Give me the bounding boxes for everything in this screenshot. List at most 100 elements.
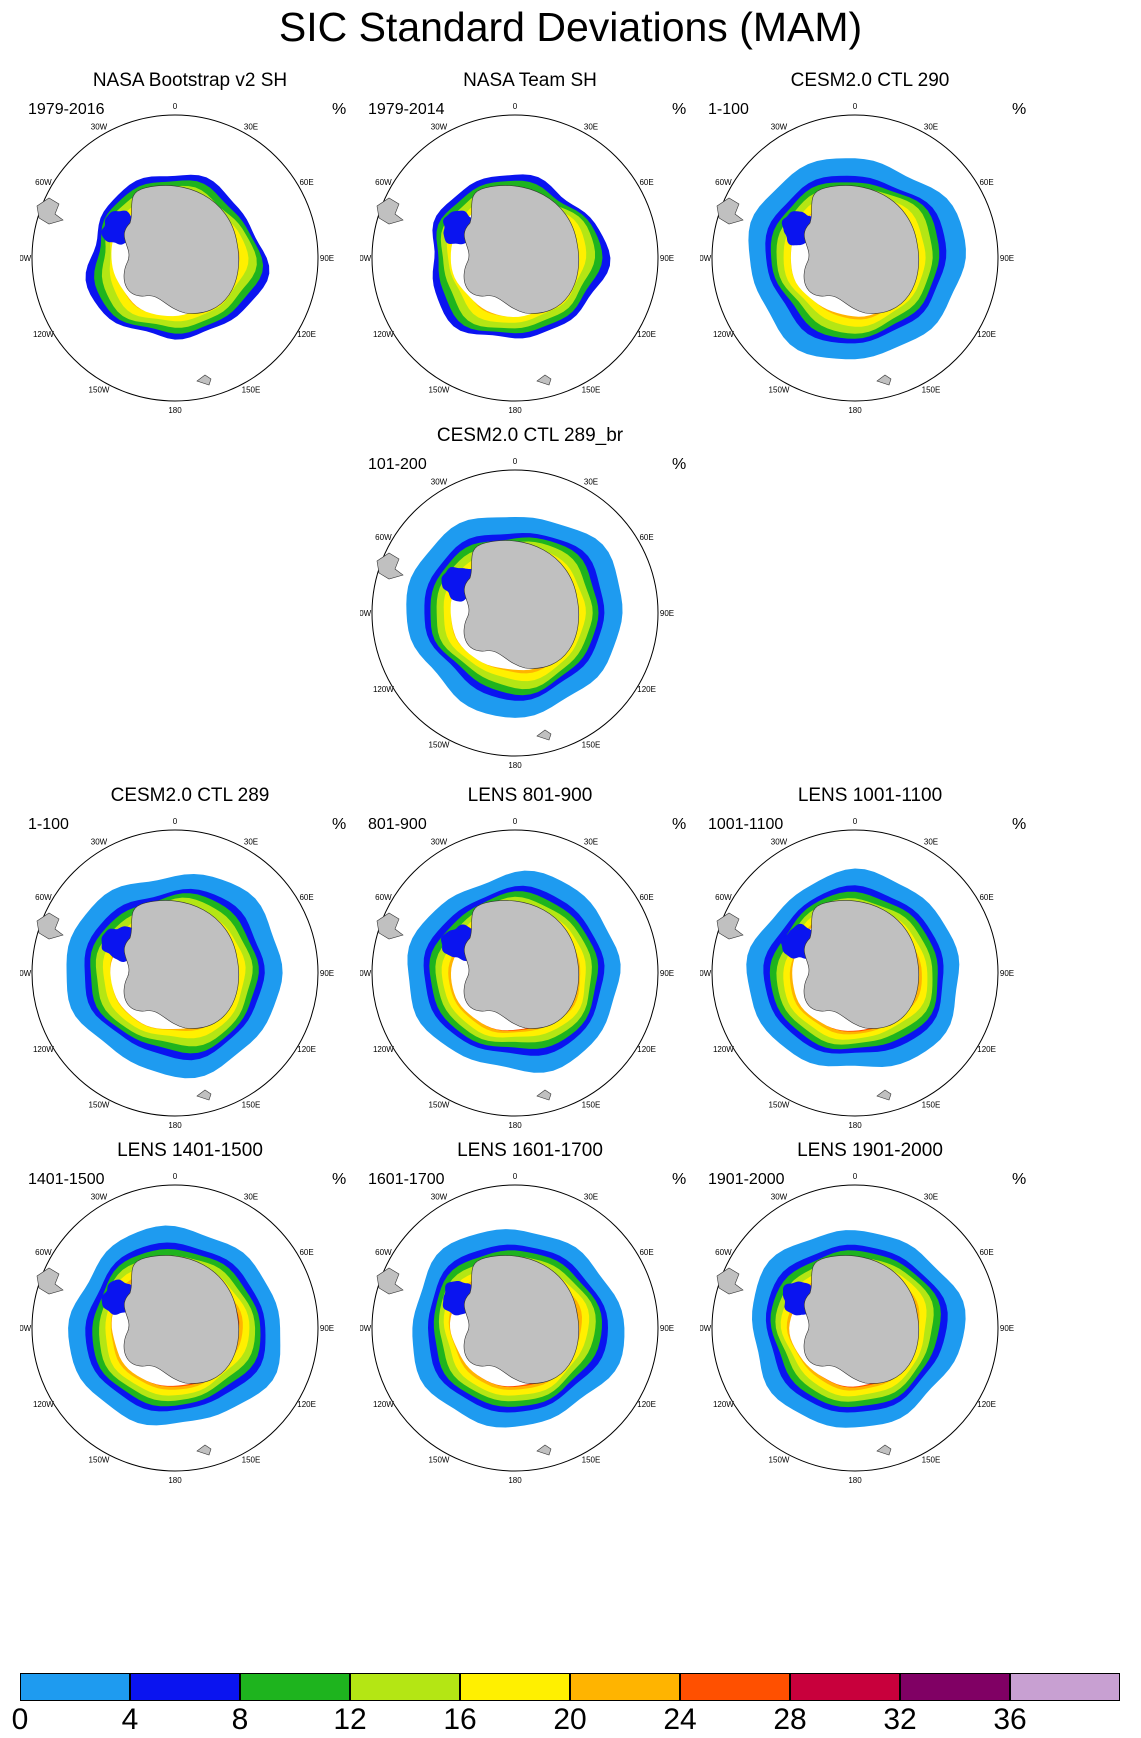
new-zealand-tip [876,1089,892,1101]
longitude-label: 90W [360,254,372,263]
longitude-label: 150W [769,386,790,395]
longitude-label: 90W [20,254,32,263]
longitude-label: 120E [637,685,656,694]
longitude-label: 150E [922,1101,941,1110]
panel-period-label: 801-900 [368,816,427,833]
south-america-tip [36,197,64,225]
longitude-label: 60E [299,178,313,187]
longitude-label: 150E [922,1456,941,1465]
longitude-label: 30W [91,122,108,131]
panel-unit-label: % [332,1171,347,1188]
longitude-label: 30W [91,837,108,846]
new-zealand-tip [196,374,212,386]
longitude-label: 90W [700,969,712,978]
map-panel: 0 30E 60E 90E 120E 150E 180 150W 120W 90W 60W 30W NA… [360,70,700,430]
new-zealand-tip [536,1089,552,1101]
panel-period-label: 1001-1100 [708,816,784,833]
polar-map: 0 30E 60E 90E 120E 150E 180 150W 120W 90W 60W 30W [360,1172,674,1485]
south-america-tip [376,552,404,580]
map-panel: 0 30E 60E 90E 120E 150E 180 150W 120W 90W 60W 30W CE… [20,785,360,1145]
longitude-label: 180 [508,1121,522,1130]
longitude-label: 180 [508,761,522,770]
longitude-label: 120W [373,1400,394,1409]
longitude-label: 30W [91,1192,108,1201]
new-zealand-tip [536,374,552,386]
longitude-label: 90E [1000,1324,1014,1333]
antarctica-landmass [803,185,920,314]
longitude-label: 120W [373,330,394,339]
panel-period-label: 1401-1500 [28,1171,105,1188]
longitude-label: 30E [244,1192,258,1201]
longitude-label: 60E [979,178,993,187]
longitude-label: 150W [769,1456,790,1465]
longitude-label: 60W [35,1248,52,1257]
longitude-label: 120W [33,1045,54,1054]
longitude-label: 120W [33,1400,54,1409]
colorbar-segment [20,1673,130,1701]
longitude-label: 180 [848,406,862,415]
longitude-label: 120E [977,1045,996,1054]
longitude-label: 150E [242,1101,261,1110]
longitude-label: 30W [771,837,788,846]
longitude-label: 0 [513,1172,518,1181]
longitude-label: 30W [771,1192,788,1201]
longitude-label: 0 [513,102,518,111]
new-zealand-tip [196,1089,212,1101]
map-panel: 0 30E 60E 90E 120E 150E 180 150W 120W 90W 60W 30W CE… [700,70,1040,430]
longitude-label: 60W [375,533,392,542]
panel-title: LENS 1001-1100 [797,785,943,806]
polar-map: 0 30E 60E 90E 120E 150E 180 150W 120W 90W 60W 30W [700,102,1014,415]
longitude-label: 120E [297,1045,316,1054]
longitude-label: 120W [713,1045,734,1054]
longitude-label: 90E [660,1324,674,1333]
antarctica-landmass [463,540,580,669]
polar-map: 0 30E 60E 90E 120E 150E 180 150W 120W 90W 60W 30W [360,817,674,1130]
longitude-label: 120W [33,330,54,339]
figure-title: SIC Standard Deviations (MAM) [278,4,863,50]
longitude-label: 90W [700,1324,712,1333]
panel-unit-label: % [1012,816,1027,833]
longitude-label: 90W [360,1324,372,1333]
new-zealand-tip [876,1444,892,1456]
map-panel: 0 30E 60E 90E 120E 150E 180 150W 120W 90W 60W 30W LE… [360,1140,700,1500]
colorbar-segment [900,1673,1010,1701]
panel-title: CESM2.0 CTL 290 [790,70,950,91]
south-america-tip [376,912,404,940]
longitude-label: 90E [320,254,334,263]
antarctica-landmass [803,900,920,1029]
colorbar-tick-labels: 0 4 8 12 16 20 24 28 32 36 [0,1705,1141,1735]
new-zealand-tip [196,1444,212,1456]
colorbar-segment [680,1673,790,1701]
antarctica-landmass [463,185,580,314]
map-panel: 0 30E 60E 90E 120E 150E 180 150W 120W 90W 60W 30W LE… [360,785,700,1145]
south-america-tip [376,197,404,225]
new-zealand-tip [876,374,892,386]
longitude-label: 180 [848,1121,862,1130]
south-america-tip [716,912,744,940]
south-america-tip [716,1267,744,1295]
longitude-label: 90E [660,254,674,263]
longitude-label: 0 [513,457,518,466]
colorbar-tick-label: 24 [663,1703,697,1736]
longitude-label: 150E [582,386,601,395]
longitude-label: 150W [429,1456,450,1465]
longitude-label: 120W [373,685,394,694]
longitude-label: 120E [977,1400,996,1409]
longitude-label: 30W [431,1192,448,1201]
colorbar-tick-label: 0 [11,1703,29,1736]
longitude-label: 180 [848,1476,862,1485]
panel-title: CESM2.0 CTL 289_br [436,425,624,446]
polar-map: 0 30E 60E 90E 120E 150E 180 150W 120W 90W 60W 30W [20,817,334,1130]
longitude-label: 90W [700,254,712,263]
longitude-label: 150E [582,1456,601,1465]
longitude-label: 0 [853,102,858,111]
polar-map: 0 30E 60E 90E 120E 150E 180 150W 120W 90W 60W 30W [20,1172,334,1485]
longitude-label: 180 [168,1476,182,1485]
longitude-label: 180 [168,406,182,415]
panel-unit-label: % [672,101,687,118]
colorbar-tick-label: 4 [121,1703,139,1736]
polar-map: 0 30E 60E 90E 120E 150E 180 150W 120W 90W 60W 30W [360,102,674,415]
longitude-label: 90E [320,1324,334,1333]
longitude-label: 120E [637,1400,656,1409]
longitude-label: 60E [979,1248,993,1257]
